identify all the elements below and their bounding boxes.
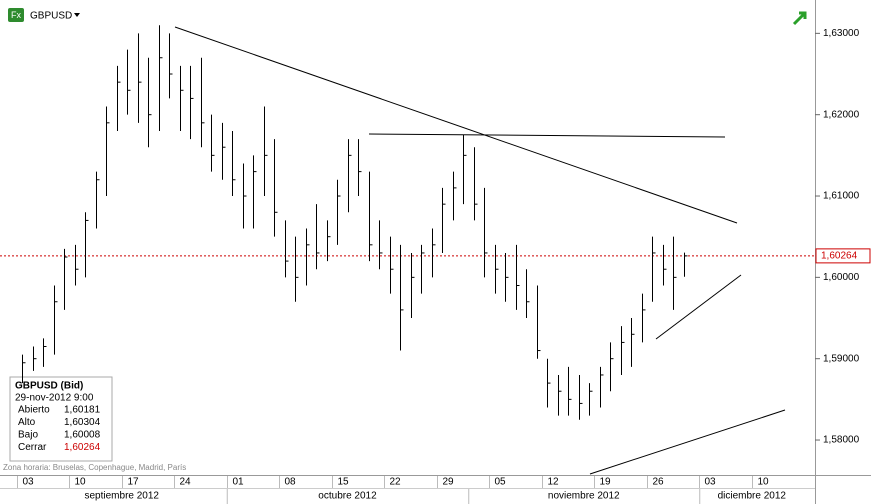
x-tick-label: 10	[758, 477, 770, 488]
y-tick-label: 1,58000	[823, 435, 860, 446]
y-tick-label: 1,62000	[823, 109, 860, 120]
info-time: 29-nov-2012 9:00	[15, 393, 94, 404]
month-label: noviembre 2012	[548, 491, 620, 502]
trend-icon	[792, 11, 807, 26]
symbol-label[interactable]: GBPUSD	[30, 11, 72, 22]
symbol-dropdown[interactable]	[74, 13, 80, 17]
y-tick-label: 1,61000	[823, 191, 860, 202]
info-value: 1,60264	[64, 442, 101, 453]
timezone: Zona horaria: Bruselas, Copenhague, Madr…	[3, 463, 186, 472]
x-tick-label: 26	[653, 477, 665, 488]
trend-line	[589, 409, 786, 475]
x-tick-label: 12	[548, 477, 560, 488]
x-tick-label: 08	[285, 477, 297, 488]
x-tick-label: 22	[390, 477, 402, 488]
x-tick-label: 01	[233, 477, 245, 488]
x-tick-label: 17	[128, 477, 140, 488]
y-tick-label: 1,59000	[823, 353, 860, 364]
info-value: 1,60304	[64, 417, 101, 428]
x-tick-label: 03	[23, 477, 35, 488]
y-tick-label: 1,60000	[823, 272, 860, 283]
info-value: 1,60181	[64, 405, 101, 416]
info-key: Cerrar	[18, 442, 47, 453]
month-label: octubre 2012	[318, 491, 377, 502]
trend-line	[655, 274, 742, 340]
info-value: 1,60008	[64, 430, 101, 441]
trend-line	[368, 133, 726, 138]
fx-icon[interactable]	[8, 8, 24, 22]
x-tick-label: 29	[443, 477, 455, 488]
info-key: Alto	[18, 417, 36, 428]
x-tick-label: 24	[180, 477, 192, 488]
month-label: diciembre 2012	[718, 491, 787, 502]
x-tick-label: 05	[495, 477, 507, 488]
last-price-label: 1,60264	[821, 251, 858, 262]
info-key: Bajo	[18, 430, 38, 441]
last-price-box	[815, 248, 871, 264]
trend-line	[174, 26, 738, 224]
y-tick-label: 1,63000	[823, 28, 860, 39]
x-tick-label: 19	[600, 477, 612, 488]
month-label: septiembre 2012	[85, 491, 160, 502]
x-tick-label: 10	[75, 477, 87, 488]
info-box-frame	[9, 376, 113, 462]
x-tick-label: 03	[705, 477, 717, 488]
x-tick-label: 15	[338, 477, 350, 488]
fx-icon-label: Fx	[11, 10, 21, 20]
info-key: Abierto	[18, 405, 50, 416]
info-title: GBPUSD (Bid)	[15, 381, 83, 392]
